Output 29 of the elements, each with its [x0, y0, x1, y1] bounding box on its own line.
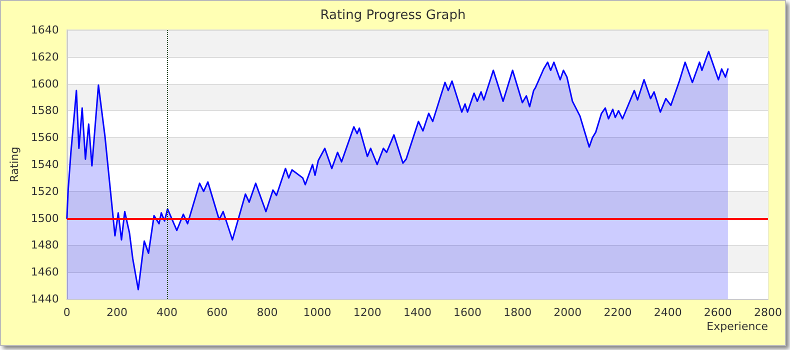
y-tick-label: 1640 — [30, 24, 59, 36]
x-tick-label: 1000 — [303, 306, 332, 319]
x-tick-label: 800 — [256, 306, 278, 319]
x-tick-label: 1600 — [454, 306, 482, 319]
chart-title: Rating Progress Graph — [320, 8, 466, 23]
x-tick-label: 2800 — [754, 306, 782, 319]
x-tick-label: 1800 — [504, 306, 532, 319]
y-tick-label: 1520 — [30, 184, 59, 198]
x-tick-label: 600 — [206, 306, 228, 319]
x-tick-label: 200 — [106, 306, 128, 319]
x-axis-title: Experience — [706, 320, 768, 333]
y-tick-label: 1580 — [30, 104, 59, 118]
x-tick-label: 2400 — [654, 306, 682, 319]
y-tick-label: 1460 — [30, 266, 59, 279]
x-tick-label: 2200 — [604, 306, 632, 319]
y-tick-label: 1500 — [30, 212, 59, 225]
y-axis-title: Rating — [8, 146, 21, 182]
x-tick-label: 2600 — [704, 306, 732, 319]
y-tick-label: 1480 — [30, 238, 59, 252]
y-tick-label: 1600 — [30, 77, 59, 90]
y-tick-label: 1560 — [30, 131, 59, 144]
x-tick-label: 400 — [156, 306, 178, 319]
x-tick-label: 1400 — [403, 306, 432, 319]
y-tick-label: 1440 — [30, 292, 59, 306]
x-tick-label: 1200 — [353, 306, 382, 319]
x-tick-label: 0 — [63, 306, 70, 319]
y-tick-label: 1620 — [30, 50, 59, 64]
x-tick-label: 2000 — [554, 306, 582, 319]
y-tick-label: 1540 — [30, 158, 59, 171]
